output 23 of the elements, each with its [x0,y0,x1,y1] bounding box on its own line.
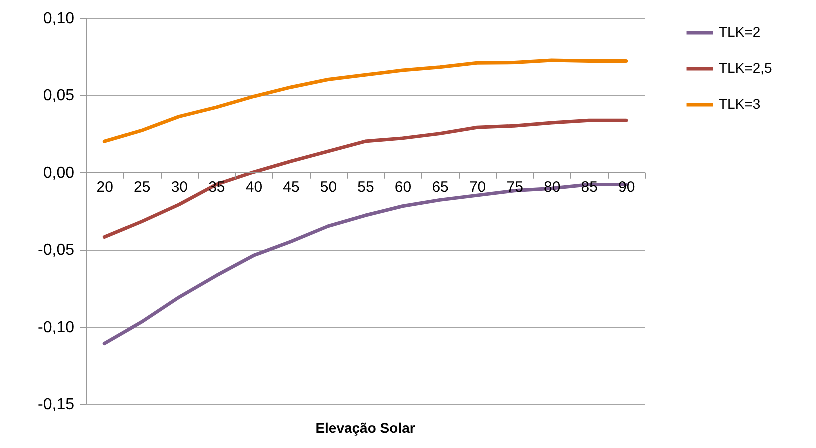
y-tick-label: -0,15 [38,396,75,414]
x-tick-label: 20 [96,178,114,196]
y-tick-label: 0,00 [43,164,75,182]
y-tick-label: 0,10 [43,10,75,28]
x-tick-label: 90 [618,178,636,196]
x-axis-title: Elevação Solar [316,420,416,436]
x-tick-label: 80 [544,178,561,196]
y-tick-label: -0,10 [38,319,75,336]
x-tick-label: 70 [469,178,486,196]
x-tick-label: 40 [246,178,263,196]
y-tick-label: -0,05 [38,242,75,260]
x-tick-label: 65 [432,178,449,196]
x-tick-label: 45 [283,178,300,196]
x-tick-label: 60 [394,178,412,196]
x-tick-label: 50 [320,178,338,196]
x-tick-label: 30 [171,178,188,196]
legend-label: TLK=2 [719,24,761,40]
line-series [102,58,628,144]
legend-label: TLK=2,5 [719,60,773,76]
legend-label: TLK=3 [719,96,761,112]
x-tick-label: 55 [358,178,374,196]
y-tick-label: 0,05 [43,88,75,105]
x-tick-label: 25 [134,178,151,196]
